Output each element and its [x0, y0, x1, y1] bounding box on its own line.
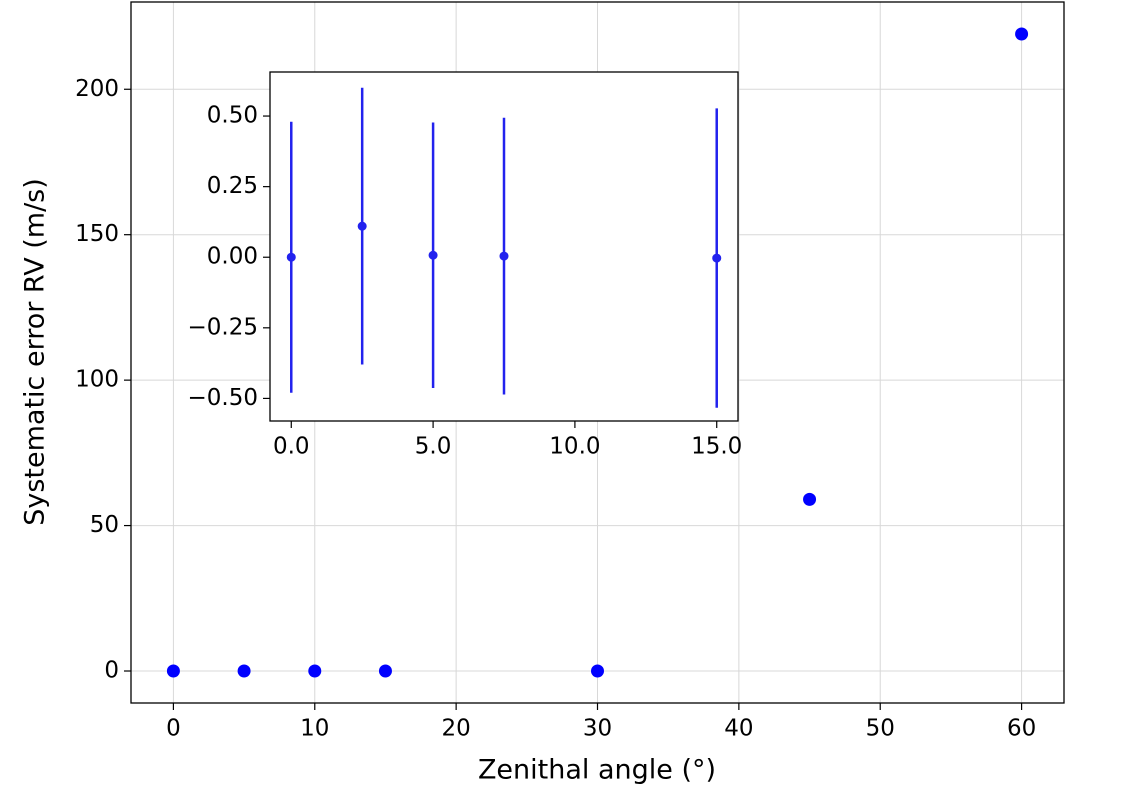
x-tick-label: 0: [166, 716, 181, 742]
point: [803, 492, 817, 506]
x-tick-label: 10: [300, 716, 329, 742]
x-tick-label: 0.0: [273, 434, 310, 460]
point: [308, 664, 322, 678]
axes-frame: [269, 71, 739, 422]
x-axis-label: Zenithal angle (°): [478, 755, 716, 786]
y-tick-label: 0.00: [207, 244, 258, 270]
point: [712, 253, 722, 263]
x-tick-label: 5.0: [415, 434, 452, 460]
y-tick-label: 0.50: [207, 103, 258, 129]
point: [1015, 27, 1029, 41]
y-tick-label: 50: [90, 512, 119, 538]
point: [428, 250, 438, 260]
point: [166, 664, 180, 678]
x-tick-label: 60: [1007, 716, 1036, 742]
y-tick-label: 0: [104, 658, 119, 684]
point: [237, 664, 251, 678]
y-tick-label: −0.50: [188, 385, 258, 411]
y-tick-label: −0.25: [188, 314, 258, 340]
y-tick-label: 200: [75, 76, 119, 102]
y-tick-label: 150: [75, 221, 119, 247]
x-tick-label: 15.0: [691, 434, 742, 460]
x-tick-label: 50: [866, 716, 895, 742]
point: [357, 221, 367, 231]
x-tick-label: 40: [724, 716, 753, 742]
y-tick-label: 100: [75, 367, 119, 393]
point: [286, 252, 296, 262]
x-tick-label: 30: [583, 716, 612, 742]
y-axis-label: Systematic error RV (m/s): [20, 178, 51, 526]
axes-frame: [130, 1, 1065, 704]
y-tick-label: 0.25: [207, 173, 258, 199]
point: [591, 664, 604, 678]
x-tick-label: 10.0: [549, 434, 600, 460]
x-tick-label: 20: [441, 716, 470, 742]
point: [499, 251, 509, 261]
point: [378, 664, 392, 678]
